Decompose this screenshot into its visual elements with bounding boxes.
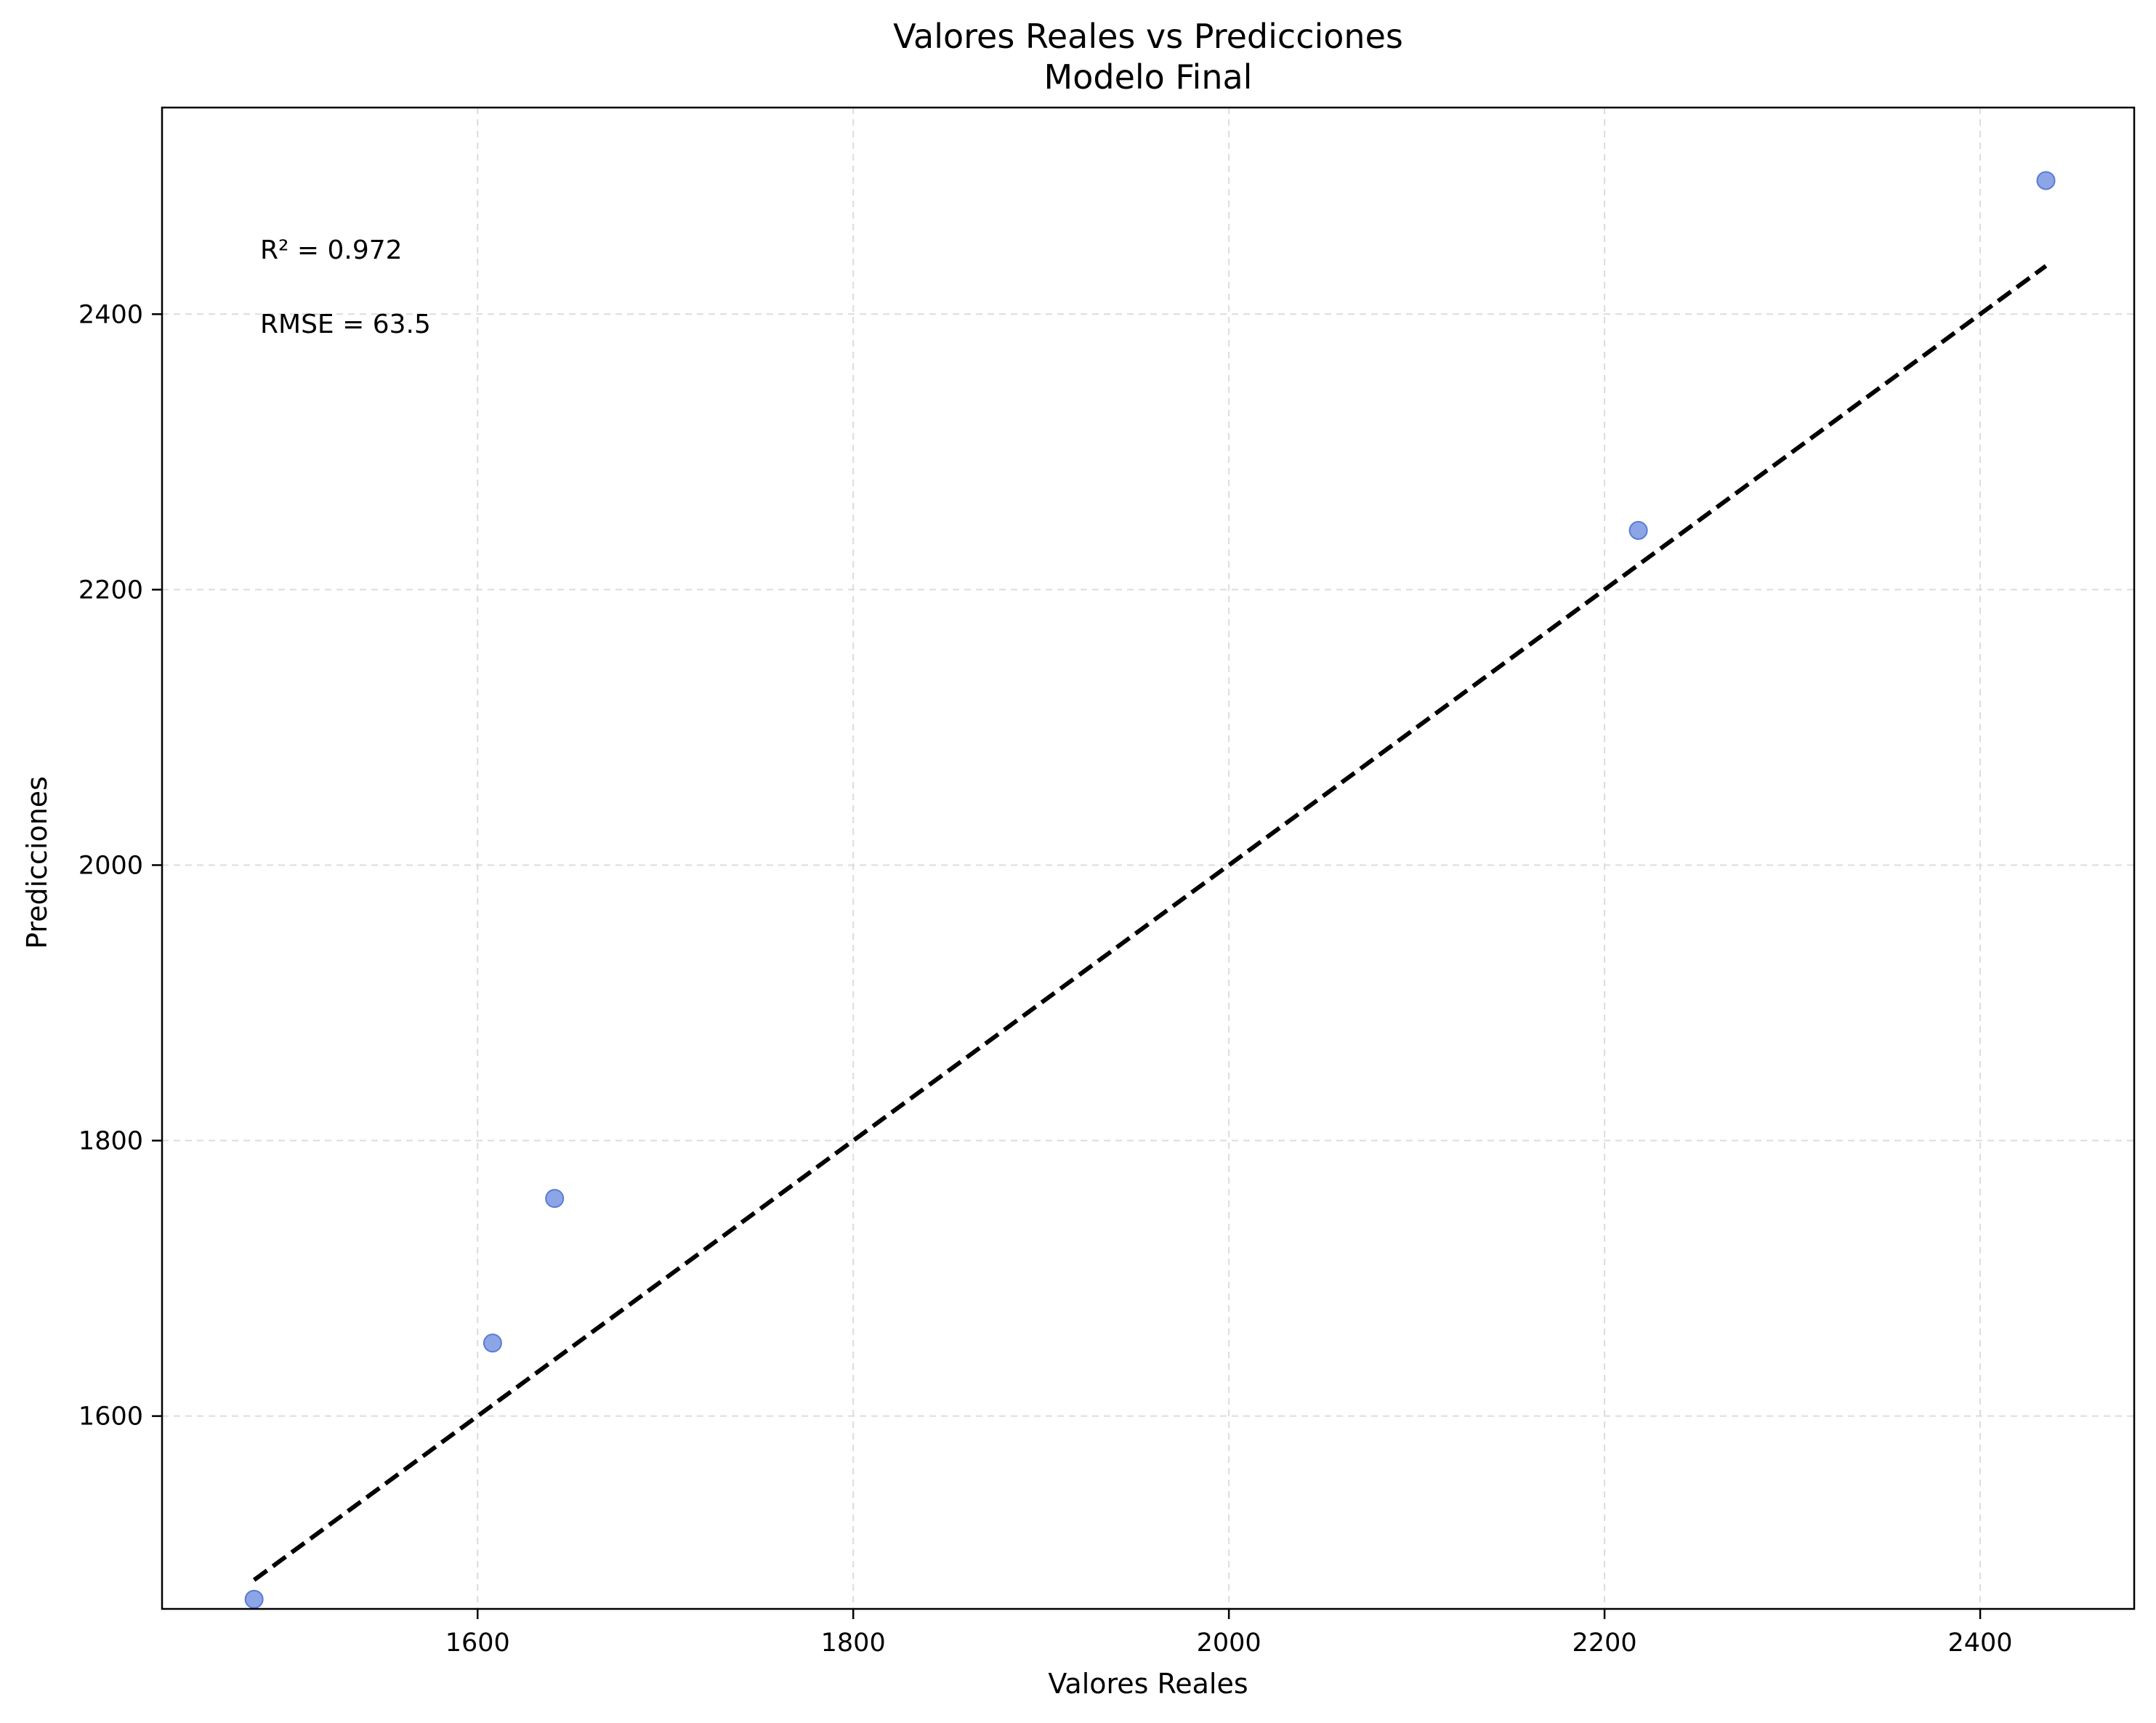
r-squared-annotation: R² = 0.972 bbox=[260, 235, 403, 265]
x-tick-label-1800: 1800 bbox=[821, 1629, 886, 1658]
y-axis-ticks: 1600 1800 2000 2200 2400 bbox=[78, 300, 162, 1432]
ideal-fit-line bbox=[252, 264, 2048, 1582]
y-tick-label-1600: 1600 bbox=[78, 1403, 143, 1432]
x-tick-label-2200: 2200 bbox=[1572, 1629, 1637, 1658]
x-tick-label-1600: 1600 bbox=[445, 1629, 510, 1658]
y-tick-label-2000: 2000 bbox=[78, 851, 143, 880]
data-points bbox=[244, 171, 2056, 1609]
y-tick-label-1800: 1800 bbox=[78, 1127, 143, 1156]
grid-lines bbox=[162, 108, 2134, 1609]
y-tick-label-2200: 2200 bbox=[78, 576, 143, 605]
scatter-point-5 bbox=[2036, 171, 2056, 190]
scatter-point-4 bbox=[1628, 520, 1648, 540]
x-tick-label-2400: 2400 bbox=[1948, 1629, 2013, 1658]
reference-line-layer bbox=[252, 264, 2048, 1582]
scatter-point-1 bbox=[244, 1589, 264, 1609]
x-tick-label-2000: 2000 bbox=[1197, 1629, 1261, 1658]
x-axis-ticks: 1600 1800 2000 2200 2400 bbox=[445, 1609, 2013, 1658]
y-tick-label-2400: 2400 bbox=[78, 300, 143, 329]
x-axis-label: Valores Reales bbox=[1048, 1668, 1248, 1700]
scatter-point-2 bbox=[483, 1333, 502, 1353]
chart-subtitle: Modelo Final bbox=[1044, 57, 1253, 97]
scatter-point-3 bbox=[545, 1189, 565, 1208]
rmse-annotation: RMSE = 63.5 bbox=[260, 310, 431, 339]
chart-title: Valores Reales vs Predicciones bbox=[893, 17, 1403, 56]
y-axis-label: Predicciones bbox=[21, 776, 53, 949]
plot-frame bbox=[161, 106, 2136, 1610]
